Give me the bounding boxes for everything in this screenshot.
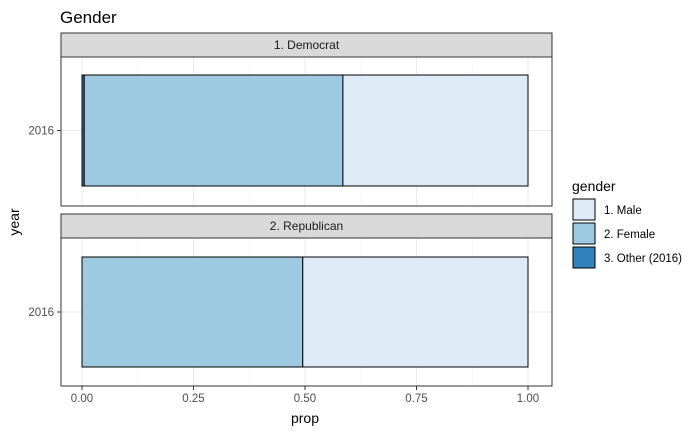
panel-border [60, 56, 553, 207]
facet-panel: 1. Democrat 2016 [28, 32, 553, 207]
y-axis-title: year [6, 208, 22, 236]
legend-title: gender [572, 178, 616, 194]
legend-key [572, 246, 596, 269]
legend-label: 3. Other (2016) [604, 253, 682, 265]
legend-label: 1. Male [604, 205, 642, 217]
legend-key [572, 222, 596, 245]
x-tick-label: 0.25 [182, 393, 204, 405]
bar-segment [302, 256, 529, 368]
facet-strip-label: 2. Republican [270, 219, 343, 233]
y-tick-label: 2016 [28, 126, 54, 138]
legend-label: 2. Female [604, 229, 655, 241]
x-tick-label: 0.75 [405, 393, 427, 405]
bar-segment [83, 74, 344, 187]
facet-strip [60, 32, 553, 58]
legend: gender 1. Male 2. Female 3. Other (2016) [572, 178, 682, 269]
facet-strip [60, 213, 553, 239]
x-tick-label: 0.50 [294, 393, 316, 405]
chart-title: Gender [60, 8, 117, 27]
x-tick-label: 1.00 [517, 393, 539, 405]
facet-panels: 1. Democrat 2016 2. Republican 2016 [28, 32, 553, 387]
facet-panel: 2. Republican 2016 [28, 213, 553, 387]
y-tick-label: 2016 [28, 307, 54, 319]
legend-key [572, 198, 596, 221]
x-axis-title: prop [291, 410, 319, 426]
x-tick-label: 0.00 [71, 393, 93, 405]
x-axis: 0.00 0.25 0.50 0.75 1.00 [71, 386, 539, 405]
bar-segment [81, 256, 304, 368]
facet-strip-label: 1. Democrat [274, 38, 340, 52]
bar-segment [342, 74, 529, 187]
